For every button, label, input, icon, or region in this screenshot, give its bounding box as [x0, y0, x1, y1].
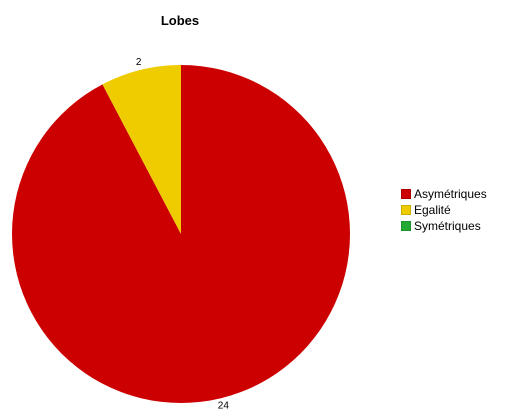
pie-slice-asymetriques	[11, 65, 351, 403]
legend: Asymétriques Egalité Symétriques	[401, 186, 487, 234]
legend-item-symetriques: Symétriques	[401, 218, 487, 234]
pie-slice-egalite	[102, 65, 181, 234]
pie-data-label-egalite: 2	[136, 57, 142, 68]
legend-swatch-asymetriques	[401, 189, 411, 199]
pie-data-label-asymetriques: 24	[218, 400, 230, 411]
legend-label-egalite: Egalité	[414, 203, 451, 217]
legend-swatch-symetriques	[401, 221, 411, 231]
legend-item-egalite: Egalité	[401, 202, 487, 218]
legend-label-asymetriques: Asymétriques	[414, 187, 487, 201]
chart-title: Lobes	[160, 13, 200, 28]
legend-label-symetriques: Symétriques	[414, 219, 481, 233]
legend-swatch-egalite	[401, 205, 411, 215]
legend-item-asymetriques: Asymétriques	[401, 186, 487, 202]
pie-chart: 24 2	[11, 57, 351, 411]
